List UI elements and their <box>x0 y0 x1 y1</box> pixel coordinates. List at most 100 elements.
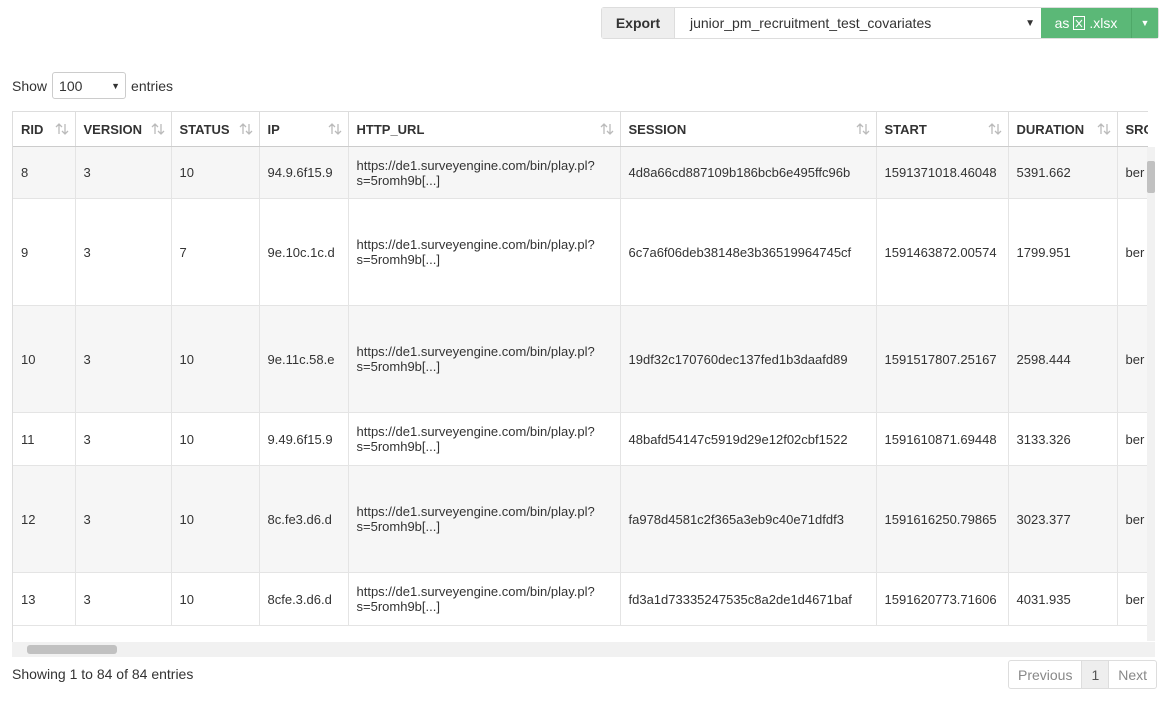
cell-text: 1591610871.69448 <box>884 431 997 447</box>
cell-line: https://de1.surveyengine.com/bin/play.pl… <box>356 344 595 359</box>
cell-text: 1591463872.00574 <box>884 244 997 260</box>
table-cell: 1799.951 <box>1008 198 1118 306</box>
cell-text: 8cfe.3.d6.d <box>267 591 332 607</box>
table-cell: fa978d4581c2f365a3eb9c40e71dfdf3 <box>620 465 877 573</box>
cell-line: https://de1.surveyengine.com/bin/play.pl… <box>356 584 595 599</box>
cell-text: 2598.444 <box>1016 351 1071 367</box>
data-table: RID VERSION STATUS IP HTTP_URL SESSION START DU… <box>13 112 1148 626</box>
cell-line: s=5romh9b[...] <box>356 172 440 188</box>
cell-text: 8 <box>21 165 29 180</box>
table-cell: 1591610871.69448 <box>876 412 1009 466</box>
table-cell: 10 <box>13 305 76 413</box>
table-cell: 10 <box>171 572 260 626</box>
cell-text: 9.49.6f15.9 <box>267 431 333 447</box>
cell-text: 10 <box>179 431 194 447</box>
cell-text: 9e.11c.58.e <box>267 351 335 367</box>
cell-text: 3 <box>83 244 91 260</box>
table-row: 12 3 10 8c.fe3.d6.d https://de1.surveyengine… <box>13 465 1148 573</box>
column-header[interactable]: SRC <box>1117 112 1148 147</box>
table-cell: 48bafd54147c5919d29e12f02cbf1522 <box>620 412 877 466</box>
export-button[interactable]: as .xlsx <box>1041 8 1131 38</box>
table-scroll: RID VERSION STATUS IP HTTP_URL SESSION START DU… <box>12 111 1148 643</box>
cell-text: ber <box>1125 511 1145 527</box>
table-cell: 9e.11c.58.e <box>259 305 349 413</box>
horizontal-scrollbar[interactable] <box>12 642 1155 657</box>
table-cell: 9 <box>13 198 76 306</box>
column-title: IP <box>267 121 280 137</box>
table-cell: 1591517807.25167 <box>876 305 1009 413</box>
column-header[interactable]: STATUS <box>171 112 260 147</box>
cell-line: https://de1.surveyengine.com/bin/play.pl… <box>356 237 595 252</box>
table-cell: https://de1.surveyengine.com/bin/play.pl… <box>348 305 621 413</box>
next-button[interactable]: Next <box>1118 666 1148 683</box>
cell-text: 3023.377 <box>1016 511 1071 527</box>
cell-line: s=5romh9b[...] <box>356 439 440 454</box>
table-row: 13 3 10 8cfe.3.d6.d https://de1.surveyengine… <box>13 572 1148 626</box>
export-dropdown[interactable]: ▼ <box>1131 8 1158 38</box>
cell-line: s=5romh9b[...] <box>356 252 440 267</box>
column-title: START <box>884 121 927 137</box>
table-cell: 11 <box>13 412 76 466</box>
table-cell: 1591371018.46048 <box>876 146 1009 199</box>
cell-text: 6c7a6f06deb38148e3b36519964745cf <box>628 244 852 260</box>
length-value: 100 <box>59 77 83 94</box>
table-row: 8 3 10 94.9.6f15.9 https://de1.surveyengine.… <box>13 146 1148 199</box>
length-select[interactable]: 100 ▼ <box>52 72 127 99</box>
cell-text: 9e.10c.1c.d <box>267 244 335 260</box>
cell-text: 4031.935 <box>1016 591 1071 607</box>
table-cell: https://de1.surveyengine.com/bin/play.pl… <box>348 146 621 199</box>
column-header[interactable]: VERSION <box>75 112 172 147</box>
column-header[interactable]: START <box>876 112 1009 147</box>
table-row: 9 3 7 9e.10c.1c.d https://de1.surveyengine.c… <box>13 198 1148 306</box>
cell-text: ber <box>1125 431 1145 447</box>
cell-text: 48bafd54147c5919d29e12f02cbf1522 <box>628 431 848 447</box>
sort-icon <box>55 123 68 135</box>
cell-text: 8c.fe3.d6.d <box>267 511 332 527</box>
cell-text: 10 <box>21 351 36 367</box>
cell-text: ber <box>1125 351 1145 367</box>
export-prefix: as <box>1054 15 1070 31</box>
table-cell: ber <box>1117 146 1148 199</box>
cell-text: ber <box>1125 244 1145 260</box>
sort-icon <box>600 123 613 135</box>
table-cell: 13 <box>13 572 76 626</box>
table-cell: 7 <box>171 198 260 306</box>
table-cell: 8c.fe3.d6.d <box>259 465 349 573</box>
cell-line: s=5romh9b[...] <box>356 519 440 534</box>
table-cell: 9e.10c.1c.d <box>259 198 349 306</box>
column-header[interactable]: IP <box>259 112 349 147</box>
table-cell: 3 <box>75 305 172 413</box>
column-header[interactable]: RID <box>13 112 76 147</box>
sort-icon <box>151 123 164 135</box>
previous-button[interactable]: Previous <box>1009 661 1083 688</box>
table-row: 10 3 10 9e.11c.58.e https://de1.surveyengine… <box>13 305 1148 413</box>
column-header[interactable]: DURATION <box>1008 112 1118 147</box>
pagination: Previous 1 Next <box>1008 660 1158 689</box>
cell-text: 3 <box>83 511 91 527</box>
table-cell: 10 <box>171 305 260 413</box>
column-title: STATUS <box>179 121 230 137</box>
dataset-select[interactable]: junior_pm_recruitment_test_covariates ▼ <box>690 15 1035 31</box>
export-label: Export <box>602 8 675 38</box>
column-header[interactable]: HTTP_URL <box>348 112 621 147</box>
export-format: .xlsx <box>1089 15 1118 31</box>
header-row: RID VERSION STATUS IP HTTP_URL SESSION START DU… <box>13 112 1148 147</box>
table-cell: 9.49.6f15.9 <box>259 412 349 466</box>
cell-text: ber <box>1125 591 1145 607</box>
cell-text: 1591517807.25167 <box>884 351 997 367</box>
column-title: SRC <box>1125 121 1149 137</box>
cell-text: 3 <box>83 431 91 447</box>
page-button[interactable]: 1 <box>1082 661 1110 688</box>
table-cell: https://de1.surveyengine.com/bin/play.pl… <box>348 465 621 573</box>
export-bar: Export junior_pm_recruitment_test_covari… <box>601 7 1159 39</box>
vertical-scrollbar[interactable] <box>1147 147 1155 641</box>
table-cell: 3 <box>75 465 172 573</box>
column-header[interactable]: SESSION <box>620 112 877 147</box>
cell-line: s=5romh9b[...] <box>356 599 440 614</box>
table-cell: 6c7a6f06deb38148e3b36519964745cf <box>620 198 877 306</box>
table-cell: 3 <box>75 412 172 466</box>
table-cell: 3 <box>75 198 172 306</box>
table-cell: https://de1.surveyengine.com/bin/play.pl… <box>348 572 621 626</box>
table-cell: 3023.377 <box>1008 465 1118 573</box>
